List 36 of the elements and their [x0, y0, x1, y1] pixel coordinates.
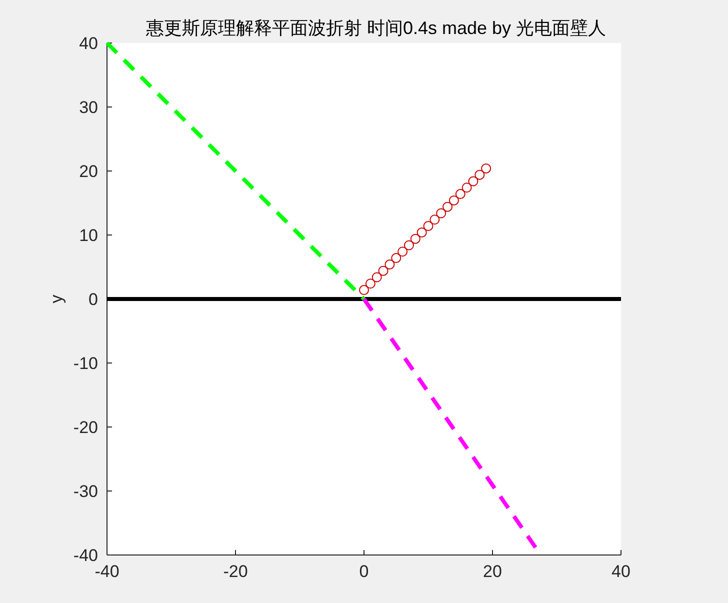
point: [455, 189, 466, 200]
point: [448, 195, 459, 206]
x-tick-label: -40: [94, 562, 120, 581]
point: [410, 234, 420, 244]
point: [404, 240, 414, 250]
point: [359, 285, 369, 296]
point: [468, 176, 478, 186]
point: [391, 253, 402, 264]
y-tick-label: 10: [79, 226, 98, 245]
y-tick-label: 30: [79, 98, 98, 117]
y-axis-title: y: [47, 294, 66, 304]
point: [423, 221, 434, 232]
y-tick-label: 40: [79, 34, 98, 53]
point: [378, 266, 388, 276]
point: [481, 163, 492, 174]
point: [365, 278, 376, 289]
point: [462, 182, 472, 193]
point: [416, 227, 427, 238]
y-tick-label: -10: [73, 354, 98, 373]
x-tick-label: 20: [483, 562, 502, 581]
point: [384, 259, 395, 270]
y-tick-label: -30: [73, 482, 98, 501]
x-tick-label: -20: [223, 562, 248, 581]
y-tick-label: -40: [73, 546, 98, 565]
y-tick-label: 20: [79, 162, 98, 181]
chart-title: 惠更斯原理解释平面波折射 时间0.4s made by 光电面壁人: [144, 18, 606, 38]
point: [430, 214, 440, 225]
x-tick-label: 40: [612, 562, 630, 581]
point: [436, 208, 446, 218]
y-tick-label: 0: [88, 290, 98, 309]
x-tick-label: 0: [359, 562, 369, 581]
point: [372, 272, 382, 282]
point: [398, 246, 408, 257]
point: [442, 202, 453, 212]
point: [474, 170, 485, 180]
y-tick-label: -20: [73, 418, 98, 437]
